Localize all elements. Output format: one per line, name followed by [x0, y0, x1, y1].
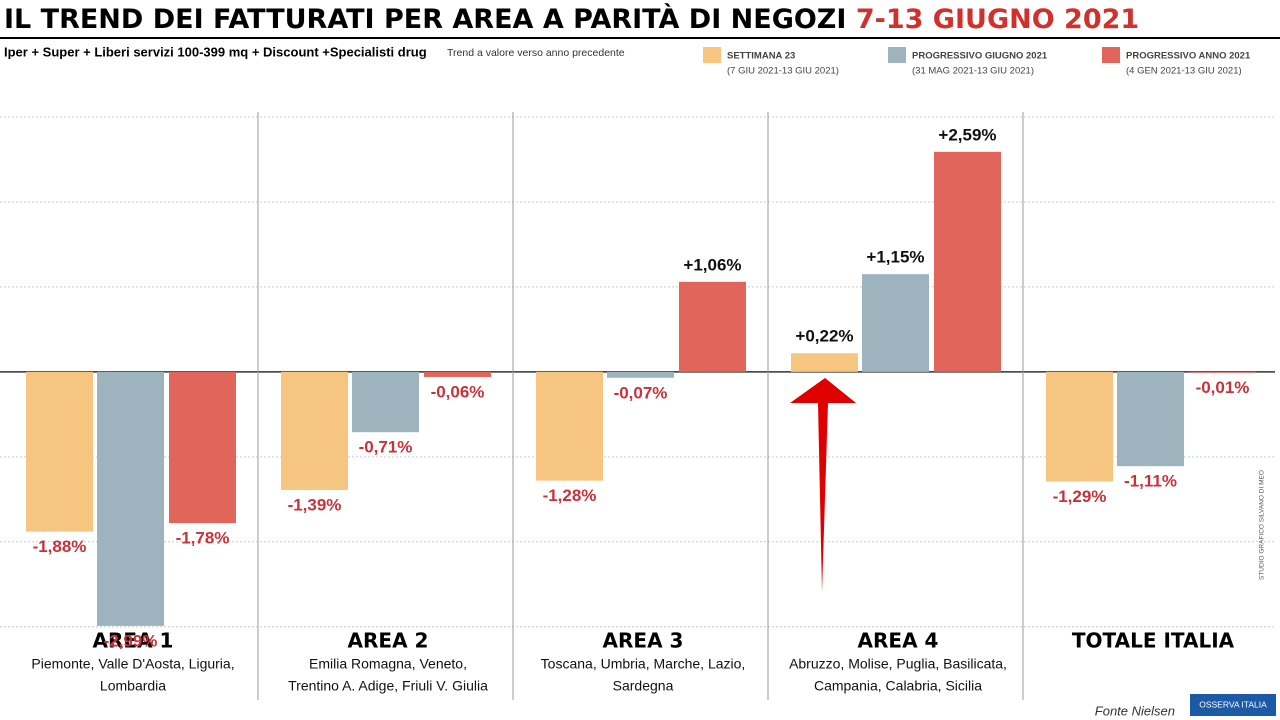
legend-period: (31 MAG 2021-13 GIU 2021)	[912, 66, 1034, 77]
value-label: -1,29%	[1053, 487, 1107, 506]
logo-box	[1190, 694, 1276, 716]
bar	[281, 371, 348, 490]
title-period: 7-13 GIUGNO 2021	[856, 4, 1139, 35]
value-label: -0,06%	[431, 382, 485, 401]
bar	[1117, 371, 1184, 467]
value-label: +1,06%	[683, 255, 741, 274]
logo-text: OSSERVA ITALIA	[1199, 699, 1267, 709]
value-label: -2,99%	[104, 631, 158, 650]
subtitle: Iper + Super + Liberi servizi 100-399 mq…	[4, 44, 427, 59]
category-description: Piemonte, Valle D'Aosta, Liguria,	[31, 656, 234, 672]
category-description: Emilia Romagna, Veneto,	[309, 656, 467, 672]
category-label: AREA 3	[603, 629, 684, 653]
bar	[536, 371, 603, 481]
value-label: -1,28%	[543, 486, 597, 505]
bar	[26, 371, 93, 532]
category-label: TOTALE ITALIA	[1072, 629, 1235, 653]
category-label: AREA 4	[858, 629, 939, 653]
value-label: -0,71%	[359, 438, 413, 457]
chart-title: IL TREND DEI FATTURATI PER AREA A PARITÀ…	[4, 3, 1139, 35]
bar	[352, 371, 419, 433]
credit: STUDIO GRAFICO SILVANO DI MEO	[1259, 470, 1266, 580]
category-description: Lombardia	[100, 678, 166, 694]
bar	[1189, 371, 1256, 373]
bar	[862, 274, 929, 372]
bar	[607, 371, 674, 378]
value-label: -1,88%	[33, 537, 87, 556]
legend-label: PROGRESSIVO ANNO 2021	[1126, 51, 1251, 62]
legend-period: (7 GIU 2021-13 GIU 2021)	[727, 66, 839, 77]
category-label: AREA 1	[93, 629, 174, 653]
value-label: -1,11%	[1124, 472, 1177, 491]
arrow	[790, 378, 856, 592]
value-label: +1,15%	[866, 248, 924, 267]
bar	[679, 281, 746, 372]
legend-swatch	[1102, 47, 1120, 63]
value-label: -1,78%	[176, 529, 230, 548]
legend-swatch	[888, 47, 906, 63]
bar	[169, 371, 236, 524]
category-label: AREA 2	[348, 629, 429, 653]
legend-swatch	[703, 47, 721, 63]
source: Fonte Nielsen	[1095, 703, 1175, 718]
value-label: +2,59%	[938, 125, 996, 144]
value-label: -0,01%	[1196, 378, 1250, 397]
bar	[791, 353, 858, 372]
category-description: Toscana, Umbria, Marche, Lazio,	[541, 656, 746, 672]
bar	[424, 371, 491, 377]
category-description: Sardegna	[613, 678, 674, 694]
category-description: Campania, Calabria, Sicilia	[814, 678, 982, 694]
legend-label: PROGRESSIVO GIUGNO 2021	[912, 51, 1048, 62]
value-label: -0,07%	[614, 383, 668, 402]
title-main: IL TREND DEI FATTURATI PER AREA A PARITÀ…	[4, 3, 856, 35]
bar	[934, 151, 1001, 372]
category-description: Trentino A. Adige, Friuli V. Giulia	[288, 678, 488, 694]
note: Trend a valore verso anno precedente	[447, 47, 625, 59]
value-label: -1,39%	[288, 495, 342, 514]
value-label: +0,22%	[795, 327, 853, 346]
legend-period: (4 GEN 2021-13 GIU 2021)	[1126, 66, 1242, 77]
legend-label: SETTIMANA 23	[727, 51, 795, 62]
bar	[97, 371, 164, 626]
category-description: Abruzzo, Molise, Puglia, Basilicata,	[789, 656, 1007, 672]
bar	[1046, 371, 1113, 482]
plot-area: AREA 1 Piemonte, Valle D'Aosta, Liguria, L…	[0, 112, 1275, 700]
